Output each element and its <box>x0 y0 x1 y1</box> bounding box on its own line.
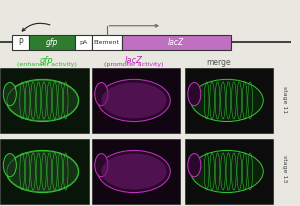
Text: (enhancer activity): (enhancer activity) <box>16 62 76 67</box>
Bar <box>184 68 273 133</box>
Bar <box>0 139 88 204</box>
Bar <box>184 139 273 204</box>
Bar <box>0 68 88 133</box>
Text: pA: pA <box>79 40 87 45</box>
Bar <box>92 35 122 50</box>
Ellipse shape <box>98 150 170 193</box>
Text: Element: Element <box>94 40 119 45</box>
Ellipse shape <box>95 82 108 106</box>
Ellipse shape <box>191 150 263 193</box>
Bar <box>75 35 92 50</box>
Text: gfp: gfp <box>46 38 58 47</box>
Text: lacZ: lacZ <box>124 56 142 65</box>
Ellipse shape <box>3 82 16 106</box>
Text: (promoter activity): (promoter activity) <box>104 62 163 67</box>
Bar <box>122 35 231 50</box>
Text: stage 13: stage 13 <box>283 155 287 183</box>
Ellipse shape <box>6 150 79 193</box>
Text: P: P <box>18 38 22 47</box>
Ellipse shape <box>95 153 108 177</box>
Bar <box>28 35 75 50</box>
Ellipse shape <box>188 82 201 106</box>
Ellipse shape <box>191 79 263 122</box>
Text: stage 11: stage 11 <box>283 86 287 114</box>
Ellipse shape <box>101 82 166 118</box>
Ellipse shape <box>6 79 79 122</box>
Bar <box>92 139 180 204</box>
Ellipse shape <box>188 153 201 177</box>
Text: gfp: gfp <box>40 56 53 65</box>
Bar <box>92 68 180 133</box>
Bar <box>12 35 28 50</box>
Text: merge: merge <box>207 58 231 67</box>
FancyArrowPatch shape <box>22 23 50 31</box>
Ellipse shape <box>101 153 166 190</box>
Ellipse shape <box>98 79 170 122</box>
FancyArrowPatch shape <box>109 24 158 27</box>
Ellipse shape <box>3 153 16 177</box>
Text: lacZ: lacZ <box>168 38 184 47</box>
